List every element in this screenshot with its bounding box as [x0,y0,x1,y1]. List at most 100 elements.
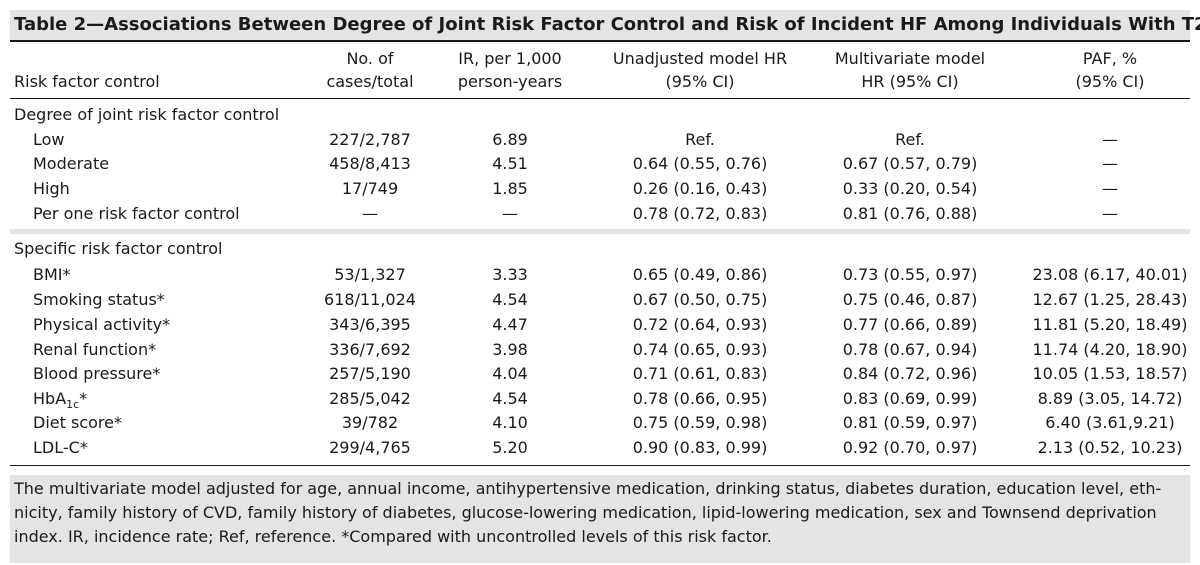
row-label: Low [33,130,65,149]
row-label-main: HbA [33,389,67,408]
paf-cell: 10.05 (1.53, 18.57) [1032,364,1188,383]
cases-cell: 53/1,327 [334,265,406,284]
paf-cell: 23.08 (6.17, 40.01) [1032,265,1188,284]
unadjusted-hr-cell: Ref. [685,130,715,149]
multivariate-hr-cell: 0.73 (0.55, 0.97) [842,265,978,284]
row-label: Diet score* [33,413,122,432]
paf-cell: 6.40 (3.61,9.21) [1045,413,1175,432]
ir-cell: 5.20 [492,438,528,457]
multivariate-hr-cell: Ref. [895,130,925,149]
top-rule [10,40,1190,42]
table-footnote: The multivariate model adjusted for age,… [10,475,1190,563]
cases-cell: 299/4,765 [329,438,411,457]
table-title: Table 2—Associations Between Degree of J… [10,10,1200,40]
cases-cell: 285/5,042 [329,389,411,408]
unadjusted-hr-cell: 0.78 (0.72, 0.83) [632,204,768,223]
ir-cell: 3.33 [492,265,528,284]
footnote-line-2: nicity, family history of CVD, family hi… [14,503,1157,522]
ir-cell: 3.98 [492,340,528,359]
header-ir: IR, per 1,000 person-years [440,49,580,92]
paf-cell: — [1102,130,1118,149]
ir-cell: 4.54 [492,290,528,309]
header-paf: PAF, % (95% CI) [1030,49,1190,92]
paf-cell: — [1102,154,1118,173]
unadjusted-hr-cell: 0.64 (0.55, 0.76) [632,154,768,173]
multivariate-hr-cell: 0.81 (0.59, 0.97) [842,413,978,432]
multivariate-hr-cell: 0.67 (0.57, 0.79) [842,154,978,173]
ir-cell: 6.89 [492,130,528,149]
unadjusted-hr-cell: 0.75 (0.59, 0.98) [632,413,768,432]
cases-cell: 458/8,413 [329,154,411,173]
header-multivariate: Multivariate model HR (95% CI) [810,49,1010,92]
row-label: Smoking status* [33,290,165,309]
paf-cell: — [1102,204,1118,223]
multivariate-hr-cell: 0.78 (0.67, 0.94) [842,340,978,359]
unadjusted-hr-cell: 0.78 (0.66, 0.95) [632,389,768,408]
row-label: HbA1c* [33,389,88,412]
row-label: Per one risk factor control [33,204,240,223]
ir-cell: 4.10 [492,413,528,432]
header-ir-line1: IR, per 1,000 [458,49,562,68]
multivariate-hr-cell: 0.75 (0.46, 0.87) [842,290,978,309]
header-multivariate-line1: Multivariate model [834,49,986,68]
multivariate-hr-cell: 0.83 (0.69, 0.99) [842,389,978,408]
header-paf-line1: PAF, % [1082,49,1138,68]
header-ir-line2: person-years [457,72,563,91]
row-label: High [33,179,70,198]
cases-cell: — [362,204,378,223]
cases-cell: 618/11,024 [324,290,416,309]
cases-cell: 227/2,787 [329,130,411,149]
header-paf-line2: (95% CI) [1075,72,1145,91]
cases-cell: 39/782 [341,413,399,432]
row-label: Blood pressure* [33,364,161,383]
multivariate-hr-cell: 0.92 (0.70, 0.97) [842,438,978,457]
ir-cell: 1.85 [492,179,528,198]
cases-cell: 343/6,395 [329,315,411,334]
row-label: BMI* [33,265,71,284]
ir-cell: — [502,204,518,223]
section-title-specific: Specific risk factor control [14,239,223,258]
footnote-line-3: index. IR, incidence rate; Ref, referenc… [14,527,772,546]
bottom-rule [10,465,1190,466]
unadjusted-hr-cell: 0.72 (0.64, 0.93) [632,315,768,334]
row-label-subscript: 1c [66,398,80,412]
header-risk-factor-control: Risk factor control [14,72,160,91]
unadjusted-hr-cell: 0.26 (0.16, 0.43) [632,179,768,198]
header-unadjusted-line2: (95% CI) [665,72,735,91]
cases-cell: 17/749 [341,179,399,198]
row-label: Renal function* [33,340,157,359]
row-label: Moderate [33,154,110,173]
ir-cell: 4.51 [492,154,528,173]
paf-cell: 8.89 (3.05, 14.72) [1037,389,1183,408]
multivariate-hr-cell: 0.33 (0.20, 0.54) [842,179,978,198]
paf-cell: 11.74 (4.20, 18.90) [1032,340,1188,359]
header-unadjusted: Unadjusted model HR (95% CI) [590,49,810,92]
paf-cell: 2.13 (0.52, 10.23) [1037,438,1183,457]
row-label: Physical activity* [33,315,171,334]
row-label-asterisk: * [79,389,88,408]
cases-cell: 257/5,190 [329,364,411,383]
footnote-line-1: The multivariate model adjusted for age,… [14,479,1162,498]
paf-cell: 12.67 (1.25, 28.43) [1032,290,1188,309]
section-divider [10,229,1190,234]
multivariate-hr-cell: 0.84 (0.72, 0.96) [842,364,978,383]
multivariate-hr-cell: 0.81 (0.76, 0.88) [842,204,978,223]
header-cases-line1: No. of [346,49,394,68]
header-multivariate-line2: HR (95% CI) [861,72,959,91]
header-cases: No. of cases/total [300,49,440,92]
unadjusted-hr-cell: 0.90 (0.83, 0.99) [632,438,768,457]
ir-cell: 4.47 [492,315,528,334]
paf-cell: 11.81 (5.20, 18.49) [1032,315,1188,334]
row-label: LDL-C* [33,438,88,457]
header-cases-line2: cases/total [326,72,414,91]
unadjusted-hr-cell: 0.65 (0.49, 0.86) [632,265,768,284]
header-unadjusted-line1: Unadjusted model HR [612,49,788,68]
section-title-joint: Degree of joint risk factor control [14,105,280,124]
ir-cell: 4.04 [492,364,528,383]
cases-cell: 336/7,692 [329,340,411,359]
unadjusted-hr-cell: 0.71 (0.61, 0.83) [632,364,768,383]
header-rule [10,98,1190,99]
paf-cell: — [1102,179,1118,198]
unadjusted-hr-cell: 0.74 (0.65, 0.93) [632,340,768,359]
ir-cell: 4.54 [492,389,528,408]
